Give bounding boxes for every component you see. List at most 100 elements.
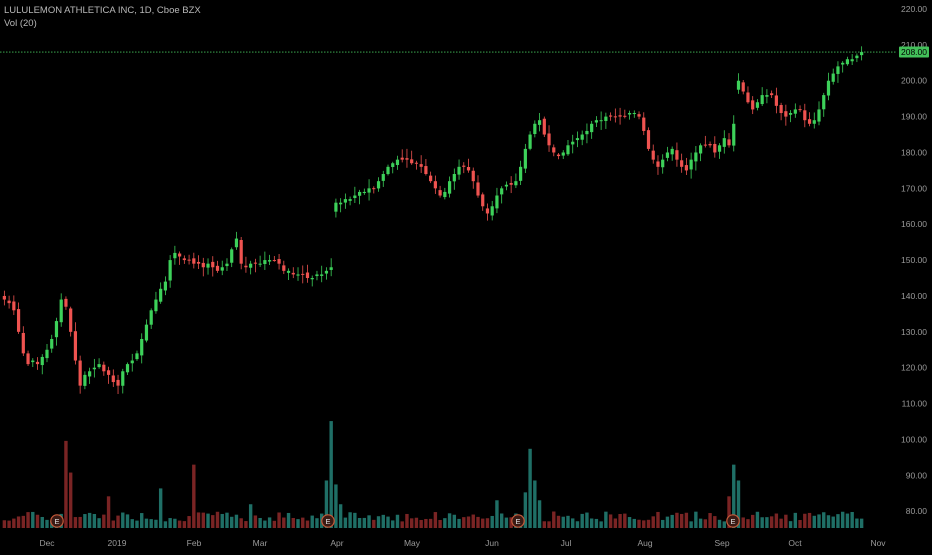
volume-bar xyxy=(21,515,26,528)
volume-bar xyxy=(163,521,168,528)
candle xyxy=(807,112,812,127)
volume-bar xyxy=(324,480,329,528)
volume-bar xyxy=(234,514,239,528)
volume-bar xyxy=(717,519,722,528)
volume-bar xyxy=(334,484,338,528)
time-axis[interactable]: Dec 2019 Feb Mar Apr May Jun Jul Aug Sep Oct Nov xyxy=(39,538,886,548)
candle xyxy=(410,150,414,165)
candle xyxy=(12,295,16,315)
volume-bar xyxy=(310,515,314,528)
volume-bar xyxy=(372,519,376,528)
candle xyxy=(54,317,59,346)
volume-bar xyxy=(130,519,134,528)
volume-bar xyxy=(812,515,816,528)
volume-bar xyxy=(433,512,438,528)
volume-bar xyxy=(618,514,622,528)
earnings-marker[interactable]: E xyxy=(511,514,525,528)
volume-bar xyxy=(291,517,295,528)
candle xyxy=(537,113,542,132)
volume-bar xyxy=(357,517,362,528)
volume-bar xyxy=(301,517,305,528)
volume-bar xyxy=(315,518,319,528)
volume-bar xyxy=(106,496,111,528)
earnings-label: E xyxy=(54,517,59,526)
candle xyxy=(476,175,480,198)
candle xyxy=(490,200,494,221)
volume-bar xyxy=(727,496,731,528)
candle xyxy=(760,87,764,107)
volume-bar xyxy=(542,521,547,528)
volume-bar xyxy=(225,512,229,528)
price-tick-label: 140.00 xyxy=(901,291,927,301)
symbol-title[interactable]: LULULEMON ATHLETICA INC, 1D, Cboe BZX xyxy=(4,5,201,16)
volume-bar xyxy=(533,480,537,528)
volume-indicator-label[interactable]: Vol (20) xyxy=(4,18,37,29)
candle xyxy=(386,164,390,176)
volume-bar xyxy=(102,514,106,528)
volume-bar xyxy=(31,511,35,528)
candle xyxy=(471,167,475,189)
candle xyxy=(812,112,816,129)
volume-bar xyxy=(859,518,864,528)
volume-bar xyxy=(746,519,750,528)
volume-bar xyxy=(850,511,854,528)
volume-bar xyxy=(40,516,44,528)
candle xyxy=(182,255,186,264)
volume-bar xyxy=(665,516,670,528)
price-axis[interactable]: 80.00 90.00 100.00 110.00 120.00 130.00 140.00… xyxy=(901,4,927,516)
volume-bar xyxy=(495,500,499,528)
price-tick-label: 190.00 xyxy=(901,112,927,122)
volume-bar xyxy=(556,515,561,528)
volume-bar xyxy=(817,514,821,528)
candle xyxy=(452,168,456,190)
candle xyxy=(561,150,565,160)
candle xyxy=(244,256,248,273)
volume-bar xyxy=(571,518,575,528)
candle xyxy=(523,143,527,174)
volume-bar xyxy=(504,517,509,528)
time-tick-label: Aug xyxy=(637,538,652,548)
earnings-marker[interactable]: E xyxy=(50,514,64,528)
candle xyxy=(405,148,409,168)
candle xyxy=(552,144,556,157)
volume-bar xyxy=(248,504,253,528)
candle xyxy=(485,203,490,221)
candle xyxy=(698,143,703,162)
candle xyxy=(419,155,423,173)
volume-bar xyxy=(793,512,798,528)
volume-bar xyxy=(428,518,433,528)
volume-bar xyxy=(277,512,281,528)
volume-bar xyxy=(447,513,452,528)
candle xyxy=(670,146,674,161)
volume-bar xyxy=(220,513,224,528)
earnings-marker[interactable]: E xyxy=(726,514,740,528)
candle xyxy=(642,112,646,136)
earnings-marker[interactable]: E xyxy=(321,514,335,528)
candle xyxy=(845,56,850,66)
candle xyxy=(575,131,580,148)
candle xyxy=(504,181,509,191)
candle xyxy=(613,108,617,123)
candle xyxy=(556,152,561,160)
candle xyxy=(751,96,755,115)
candle xyxy=(121,368,125,394)
volume-bar xyxy=(263,520,267,528)
candle xyxy=(272,256,276,262)
volume-bar xyxy=(424,518,428,528)
candle xyxy=(353,186,357,204)
price-tick-label: 200.00 xyxy=(901,76,927,86)
candle xyxy=(16,302,21,334)
volume-bar xyxy=(637,519,641,528)
volume-bar xyxy=(561,516,565,528)
volume-bar xyxy=(623,513,627,528)
candle xyxy=(784,104,788,126)
candle xyxy=(528,131,532,151)
candle xyxy=(855,53,859,63)
candle xyxy=(168,255,172,288)
candle xyxy=(125,362,130,375)
candle xyxy=(850,54,854,66)
candle xyxy=(192,252,196,269)
